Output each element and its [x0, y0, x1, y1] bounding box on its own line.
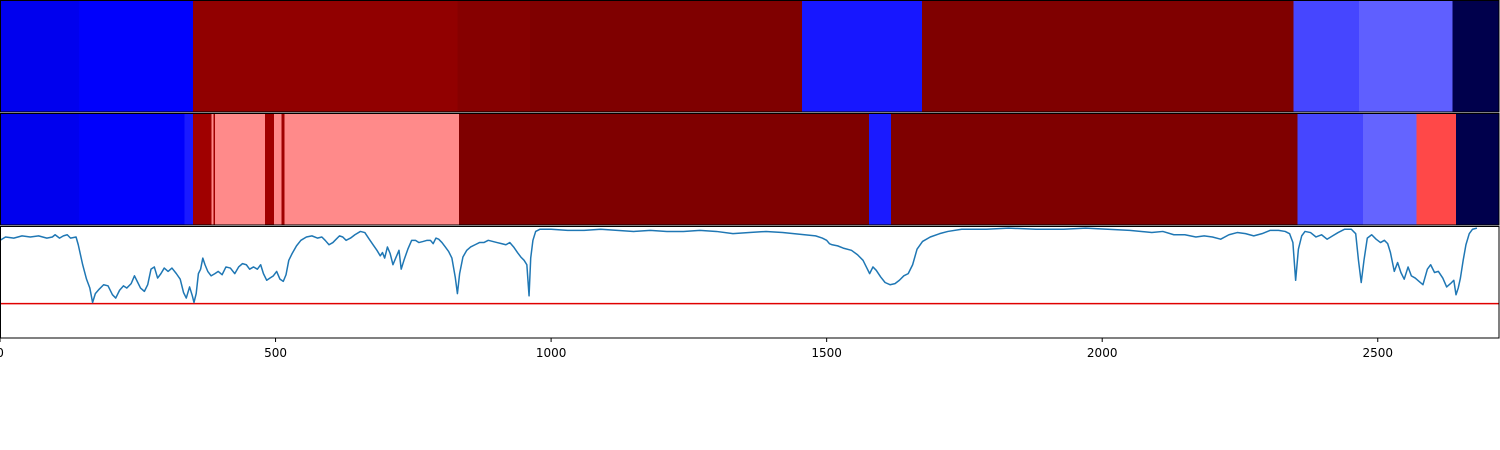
x-tick-label: 1500: [811, 346, 842, 360]
heatmap-segment: [281, 114, 285, 225]
heatmap-segment: [1359, 1, 1454, 112]
heatmap-segment: [1416, 114, 1457, 225]
heatmap-segment: [1293, 1, 1360, 112]
heatmap-segment: [891, 114, 1298, 225]
heatmap-segment: [801, 1, 923, 112]
heatmap-segment: [214, 114, 266, 225]
heatmap-segment: [211, 114, 214, 225]
heatmap-segment: [184, 114, 194, 225]
heatmap-segment: [457, 1, 531, 112]
heatmap-segment: [273, 114, 283, 225]
heatmap-segment: [1362, 114, 1417, 225]
heatmap-segment: [530, 1, 803, 112]
line-chart-panel: [0, 226, 1500, 339]
x-tick-label: 2500: [1362, 346, 1393, 360]
heatmap-segment: [0, 1, 80, 112]
heatmap-segment: [1452, 1, 1500, 112]
panel-frame: [0, 0, 1500, 113]
heatmap-segment: [192, 1, 458, 112]
heatmap-segment: [1297, 114, 1364, 225]
heatmap-segment: [869, 114, 892, 225]
x-tick-label: 500: [264, 346, 287, 360]
x-tick-label: 2000: [1087, 346, 1118, 360]
heatmap-panel-top: [0, 0, 1500, 113]
heatmap-segment: [213, 114, 216, 225]
heatmap-segment: [192, 114, 213, 225]
heatmap-segment: [265, 114, 275, 225]
heatmap-segment: [284, 114, 460, 225]
panel-frame: [0, 113, 1500, 226]
heatmap-segment: [921, 1, 1294, 112]
heatmap-segment: [78, 1, 194, 112]
heatmap-segment: [0, 114, 80, 225]
heatmap-segment: [78, 114, 186, 225]
panel-frame: [0, 226, 1500, 339]
series-line: [0, 227, 1478, 304]
heatmap-panel-middle: [0, 113, 1500, 226]
x-tick-label: 1000: [536, 346, 567, 360]
x-tick-label: 0: [0, 346, 4, 360]
heatmap-segment: [1456, 114, 1500, 225]
x-axis: 0 500 1000 1500 2000 2500: [0, 338, 1393, 360]
heatmap-segment: [459, 114, 870, 225]
